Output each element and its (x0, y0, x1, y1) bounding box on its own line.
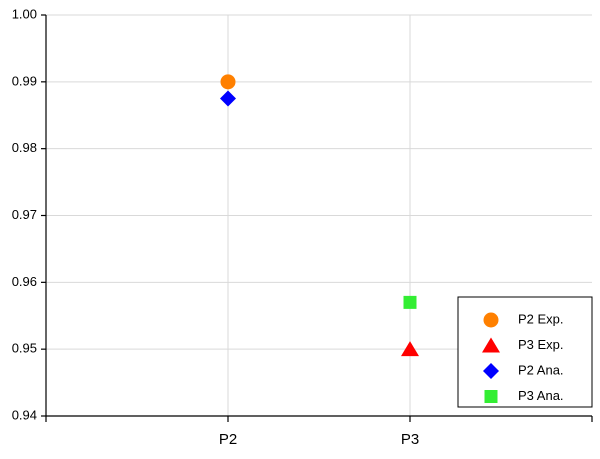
legend-marker (483, 363, 499, 379)
y-tick-label: 1.00 (12, 6, 37, 21)
plot (220, 74, 419, 357)
legend-marker (484, 390, 498, 403)
y-tick-label: 0.95 (12, 341, 37, 356)
data-point (403, 295, 417, 309)
y-tick-label: 0.96 (12, 274, 37, 289)
y-tick-label: 0.99 (12, 73, 37, 88)
legend-label: P3 Ana. (518, 388, 564, 403)
x-tick-label: P3 (401, 431, 419, 448)
legend-marker (482, 337, 500, 353)
grid (46, 14, 592, 417)
legend: P2 Exp. P3 Exp. P2 Ana. P3 Ana. (457, 296, 593, 408)
data-point (220, 90, 236, 107)
legend-label: P3 Exp. (518, 337, 564, 352)
y-tick-label: 0.98 (12, 140, 37, 155)
legend-label: P2 Ana. (518, 362, 564, 377)
legend-label: P2 Exp. (518, 311, 564, 326)
y-tick-label: 0.97 (12, 207, 37, 222)
legend-marker (483, 312, 499, 328)
legend-box (457, 296, 593, 408)
x-tick-label: P2 (219, 431, 237, 448)
data-point (401, 341, 419, 357)
data-point (220, 74, 236, 90)
y-tick-label: 0.94 (12, 407, 37, 422)
